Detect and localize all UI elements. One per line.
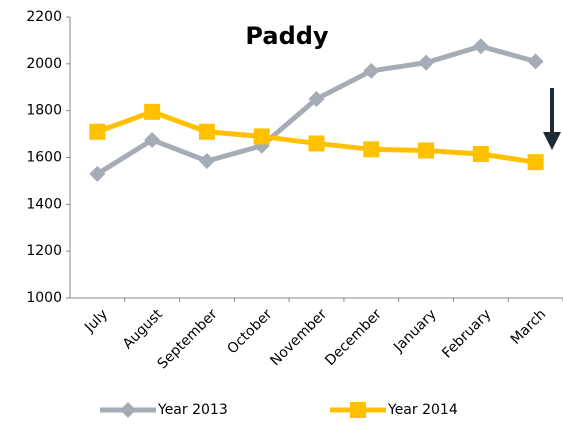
- x-tick-label: October: [224, 306, 275, 357]
- y-tick-label: 1400: [26, 196, 62, 212]
- data-point: [527, 154, 544, 171]
- data-point: [472, 38, 489, 55]
- legend-item: Year 2014: [330, 402, 458, 418]
- x-tick-label: March: [508, 306, 549, 347]
- x-tick-label: February: [439, 306, 494, 361]
- x-tick-label: November: [267, 306, 330, 369]
- chart-title: Paddy: [245, 22, 329, 50]
- data-point: [89, 165, 106, 182]
- data-point: [418, 54, 435, 71]
- legend-label: Year 2014: [387, 402, 458, 418]
- y-tick-label: 2000: [26, 56, 62, 72]
- data-point: [527, 53, 544, 70]
- data-point: [198, 123, 215, 140]
- data-point: [418, 142, 435, 159]
- data-point: [253, 128, 270, 145]
- data-point: [472, 145, 489, 162]
- x-tick-label: December: [322, 306, 385, 369]
- x-tick-label: August: [120, 306, 166, 352]
- x-tick-label: September: [155, 306, 221, 372]
- legend-label: Year 2013: [157, 402, 228, 418]
- data-point: [89, 123, 106, 140]
- data-point: [308, 90, 325, 107]
- y-tick-label: 1200: [26, 243, 62, 259]
- data-point: [363, 141, 380, 158]
- legend-marker: [350, 402, 366, 418]
- data-point: [363, 62, 380, 79]
- data-point: [144, 103, 161, 120]
- legend-item: Year 2013: [100, 402, 228, 418]
- y-tick-label: 1600: [26, 150, 62, 166]
- legend-marker: [120, 402, 136, 418]
- data-point: [308, 135, 325, 152]
- x-tick-label: July: [81, 306, 111, 336]
- y-tick-label: 2200: [26, 9, 62, 25]
- data-point: [198, 153, 215, 170]
- data-point: [144, 131, 161, 148]
- y-tick-label: 1000: [26, 290, 62, 306]
- arrow: [543, 88, 561, 150]
- y-tick-label: 1800: [26, 103, 62, 119]
- x-tick-label: January: [390, 306, 440, 356]
